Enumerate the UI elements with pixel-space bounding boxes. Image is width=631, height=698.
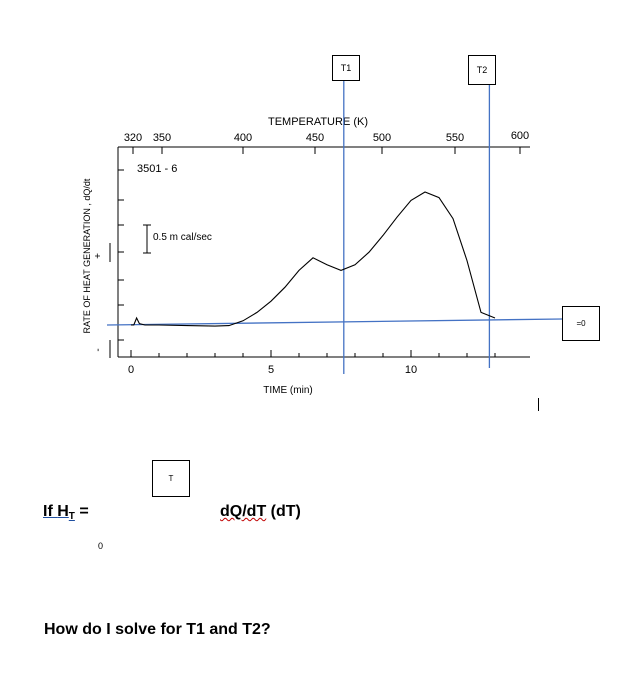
bottom-axis-ticks (130, 350, 496, 357)
top-tick-label-320: 320 (124, 132, 142, 144)
top-tick-label-400: 400 (234, 132, 252, 144)
x-tick-labels: 0 5 10 (128, 364, 417, 376)
top-tick-label-550: 550 (446, 132, 464, 144)
x-tick-label: 0 (128, 364, 134, 376)
y-sign-plus: + (93, 253, 104, 259)
upper-limit-label: T (168, 474, 174, 483)
t2-label-box: T2 (468, 55, 496, 85)
question-text: How do I solve for T1 and T2? (44, 621, 271, 638)
top-tick-label-600: 600 (511, 130, 529, 142)
top-tick-label-350: 350 (153, 132, 171, 144)
top-tick-label-500: 500 (373, 132, 391, 144)
t1-label: T1 (340, 63, 352, 73)
text-cursor (538, 398, 539, 411)
heat-rate-curve (131, 191, 496, 327)
scale-bar (143, 224, 151, 254)
x-tick-label: 5 (268, 364, 274, 376)
top-axis-label: TEMPERATURE (K) (268, 116, 368, 128)
baseline-line (106, 318, 563, 326)
enthalpy-equation-left: If HT = (43, 503, 89, 522)
integrand-expression: dQ/dT (dT) (220, 503, 301, 521)
if-prefix: If (43, 503, 58, 520)
top-axis-ticks (132, 147, 521, 154)
differential: (dT) (266, 503, 301, 520)
integrand: dQ/dT (220, 503, 267, 520)
equals-sign: = (74, 503, 89, 520)
x-tick-label: 10 (405, 364, 417, 376)
upper-limit-box: T (152, 460, 190, 497)
y-axis-label: RATE OF HEAT GENERATION , dQ/dt (82, 178, 92, 333)
y-sign-minus: - (93, 348, 104, 351)
top-tick-label-450: 450 (306, 132, 324, 144)
t2-label: T2 (476, 65, 488, 75)
t1-label-box: T1 (332, 55, 360, 81)
sample-label: 3501 - 6 (137, 163, 177, 175)
baseline-zero-box: =0 (562, 306, 600, 341)
x-axis-label: TIME (min) (263, 385, 312, 396)
h-subscript: T (68, 511, 75, 522)
left-axis-ticks (118, 169, 124, 341)
baseline-zero-label: =0 (576, 319, 586, 328)
scale-bar-label: 0.5 m cal/sec (153, 232, 212, 243)
lower-limit-label: 0 (98, 541, 104, 551)
h-main: H (57, 503, 69, 520)
chart-figure: 320 350 400 450 500 550 600 TEMPERATURE … (82, 81, 563, 396)
